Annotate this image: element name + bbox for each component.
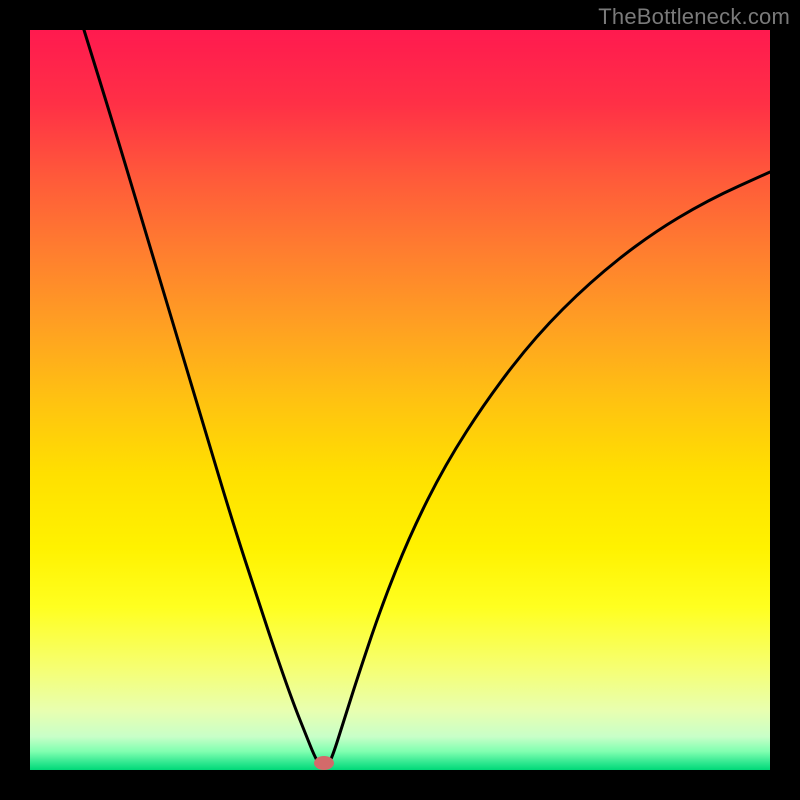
watermark-label: TheBottleneck.com — [598, 4, 790, 30]
chart-container: TheBottleneck.com — [0, 0, 800, 800]
optimal-point-marker — [314, 756, 334, 770]
chart-gradient-background — [30, 30, 770, 770]
bottleneck-chart — [0, 0, 800, 800]
